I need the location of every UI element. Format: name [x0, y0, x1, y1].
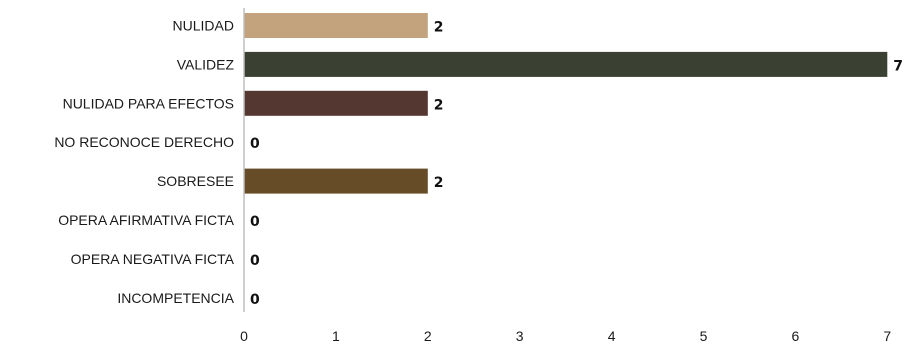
x-tick-label-3: 3 — [516, 328, 524, 344]
bar-nulidad-para-efectos — [244, 90, 428, 116]
category-label-no-reconoce-derecho: NO RECONOCE DERECHO — [54, 134, 234, 150]
bar-validez — [244, 51, 888, 77]
category-label-opera-afirmativa-ficta: OPERA AFIRMATIVA FICTA — [58, 212, 234, 228]
data-label-validez: 7 — [893, 58, 903, 74]
x-tick-label-5: 5 — [700, 328, 708, 344]
data-label-opera-negativa-ficta: 0 — [250, 253, 260, 269]
data-label-no-reconoce-derecho: 0 — [250, 136, 260, 152]
x-tick-label-4: 4 — [608, 328, 616, 344]
category-label-sobresee: SOBRESEE — [157, 173, 234, 189]
x-tick-label-2: 2 — [424, 328, 432, 344]
data-label-opera-afirmativa-ficta: 0 — [250, 214, 260, 230]
bar-nulidad — [244, 13, 428, 38]
x-tick-label-6: 6 — [792, 328, 800, 344]
x-tick-label-0: 0 — [240, 328, 248, 344]
bars-group — [244, 13, 888, 194]
bar-sobresee — [244, 168, 428, 194]
category-labels: NULIDAD VALIDEZ NULIDAD PARA EFECTOS NO REC… — [54, 18, 234, 306]
data-label-incompetencia: 0 — [250, 292, 260, 308]
category-label-nulidad: NULIDAD — [173, 18, 234, 34]
category-label-incompetencia: INCOMPETENCIA — [117, 290, 234, 306]
x-tick-label-7: 7 — [883, 328, 891, 344]
data-label-sobresee: 2 — [434, 175, 444, 191]
data-label-nulidad-para-efectos: 2 — [434, 97, 444, 113]
data-label-nulidad: 2 — [434, 20, 444, 36]
category-label-nulidad-para-efectos: NULIDAD PARA EFECTOS — [63, 95, 234, 111]
x-tick-label-1: 1 — [332, 328, 340, 344]
x-axis-tick-labels: 0 1 2 3 4 5 6 7 — [240, 328, 891, 344]
category-label-validez: VALIDEZ — [177, 56, 235, 72]
category-label-opera-negativa-ficta: OPERA NEGATIVA FICTA — [71, 251, 235, 267]
data-labels: 2 7 2 0 2 0 0 0 — [250, 20, 903, 308]
